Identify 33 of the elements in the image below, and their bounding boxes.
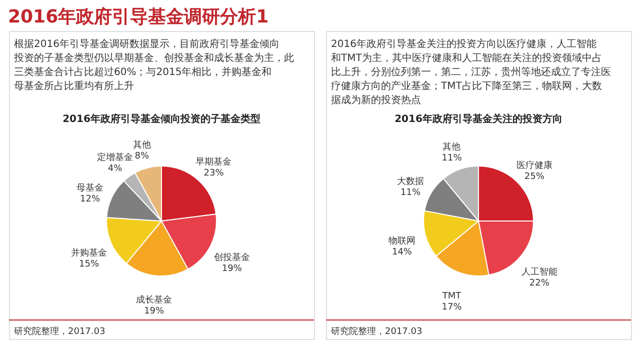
data-label: 19% bbox=[222, 264, 242, 274]
data-label: 12% bbox=[80, 194, 100, 204]
text: 根据2016年引导基金调研数据显示，目前政府引导基金倾向投资的子基金类型仍以早期基金、创投基金和成长基金为主，此三类基金合计占比超过60%；与2015年相比，并购基金和母基金所占比重均有所上升 bbox=[13, 38, 294, 92]
text: 2016年政府引导基金调研分析1 bbox=[8, 6, 269, 28]
slice-label: 医疗健康 bbox=[516, 160, 552, 172]
data-label: 4% bbox=[108, 164, 123, 174]
text: 研究院整理，2017.03 bbox=[14, 326, 106, 337]
slice-label: TMT bbox=[441, 291, 462, 302]
slice-label: 人工智能 bbox=[521, 266, 558, 278]
chart-title: 2016年政府引导基金倾向投资的子基金类型 bbox=[62, 113, 260, 125]
data-label: 11% bbox=[400, 188, 421, 198]
data-label: 25% bbox=[524, 172, 545, 182]
data-label: 19% bbox=[144, 306, 165, 317]
text: 2016年政府引导基金关注的投资方向以医疗健康，人工智能和TMT为主，其中医疗健康和人工智能在关注的投资领域中占比上升，分别位列第一，第二，江苏，贵州等地还成立了专注医疗健康方向的产业基金；TMT占比下降至第三，物联网，大数据成为新的投资热点 bbox=[331, 38, 611, 106]
data-label: 23% bbox=[204, 168, 224, 179]
slice-label: 早期基金 bbox=[196, 156, 232, 168]
chart-title: 2016年政府引导基金关注的投资方向 bbox=[394, 113, 562, 125]
data-label: 11% bbox=[442, 154, 462, 164]
data-label: 8% bbox=[134, 151, 150, 162]
slice-label: 大数据 bbox=[397, 176, 424, 187]
slice-label: 其他 bbox=[132, 139, 151, 150]
slice-label: 定增基金 bbox=[97, 152, 134, 164]
data-label: 17% bbox=[442, 302, 462, 312]
slice-label: 并购基金 bbox=[70, 247, 107, 258]
slice-label: 其他 bbox=[442, 142, 461, 153]
text: 研究院整理，2017.03 bbox=[331, 326, 422, 337]
slice-label: 成长基金 bbox=[136, 294, 172, 306]
slice-label: 创投基金 bbox=[214, 252, 250, 263]
slice-label: 物联网 bbox=[388, 236, 416, 247]
data-label: 15% bbox=[78, 259, 100, 270]
data-label: 22% bbox=[529, 278, 550, 288]
slice-label: 母基金 bbox=[76, 182, 104, 194]
data-label: 14% bbox=[392, 248, 412, 258]
